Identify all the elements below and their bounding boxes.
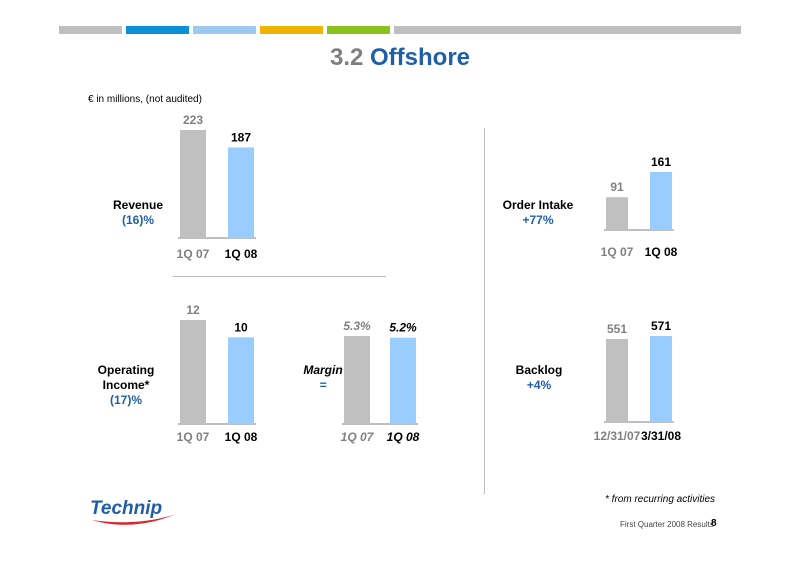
operating-income-change: (17)%	[109, 393, 142, 407]
header-bar-5	[327, 26, 390, 34]
margin-value-label-1: 5.3%	[343, 319, 371, 333]
backlog-bar-2	[650, 336, 672, 422]
title-number: 3.2	[329, 44, 364, 71]
revenue-category-label-1: 1Q 07	[177, 247, 210, 261]
operating-income-label-2: Income*	[102, 378, 150, 392]
operating_income-category-label-2: 1Q 08	[225, 430, 258, 444]
order_intake-bar-1	[606, 197, 628, 230]
operating_income-value-label-1: 12	[186, 303, 200, 317]
header-bar-1	[59, 26, 122, 34]
operating_income-bar-1	[180, 320, 206, 424]
footnote: * from recurring activities	[605, 494, 716, 505]
page-number: 8	[711, 518, 717, 529]
backlog-value-label-1: 551	[607, 322, 627, 336]
order_intake-value-label-1: 91	[610, 180, 624, 194]
margin-category-label-2: 1Q 08	[387, 430, 420, 444]
header-bar-4	[260, 26, 323, 34]
order-intake-label: Order Intake	[502, 198, 574, 212]
margin-chart: 5.3% 1Q 07 5.2% 1Q 08	[341, 319, 420, 444]
order-intake-change: +77%	[522, 213, 554, 227]
header-bar-6	[394, 26, 741, 34]
backlog-value-label-2: 571	[651, 319, 671, 333]
order-intake-label-block: Order Intake +77%	[498, 198, 578, 228]
operating_income-value-label-2: 10	[234, 320, 248, 334]
backlog-chart: 551 12/31/07 571 3/31/08	[594, 319, 682, 443]
backlog-category-label-1: 12/31/07	[594, 429, 641, 443]
operating-income-label-block: Operating Income* (17)%	[88, 363, 164, 408]
title-word: Offshore	[370, 44, 471, 71]
margin-bar-2	[390, 337, 416, 424]
revenue-chart: 223 1Q 07 187 1Q 08	[177, 113, 258, 261]
logo-text: Technip	[90, 498, 162, 519]
backlog-label: Backlog	[515, 363, 563, 377]
operating_income-category-label-1: 1Q 07	[177, 430, 210, 444]
technip-logo: Technip	[90, 498, 176, 525]
revenue-bar-1	[180, 130, 206, 238]
units-note: € in millions, (not audited)	[88, 94, 202, 105]
backlog-change: +4%	[526, 378, 552, 392]
revenue-change: (16)%	[121, 213, 154, 227]
order_intake-value-label-2: 161	[651, 155, 671, 169]
revenue-bar-2	[228, 147, 254, 238]
backlog-category-label-2: 3/31/08	[641, 429, 681, 443]
operating-income-label-1: Operating	[97, 363, 155, 377]
operating-income-chart: 12 1Q 07 10 1Q 08	[177, 303, 258, 444]
page-title: 3.2 Offshore	[0, 44, 800, 72]
margin-label-block: Margin =	[291, 363, 355, 393]
revenue-label: Revenue	[112, 198, 164, 212]
revenue-label-block: Revenue (16)%	[98, 198, 178, 228]
header-bar-3	[193, 26, 256, 34]
revenue-value-label-2: 187	[231, 130, 251, 144]
backlog-bar-1	[606, 339, 628, 422]
operating_income-bar-2	[228, 337, 254, 424]
margin-category-label-1: 1Q 07	[341, 430, 375, 444]
order-intake-chart: 91 1Q 07 161 1Q 08	[601, 155, 678, 259]
margin-bar-1	[344, 336, 370, 424]
header-bar-2	[126, 26, 189, 34]
margin-change: =	[319, 378, 327, 392]
order_intake-bar-2	[650, 172, 672, 230]
revenue-value-label-1: 223	[183, 113, 203, 127]
order_intake-category-label-1: 1Q 07	[601, 245, 634, 259]
margin-value-label-2: 5.2%	[389, 321, 417, 335]
backlog-label-block: Backlog +4%	[504, 363, 574, 393]
horizontal-divider	[173, 276, 386, 277]
footer-text: First Quarter 2008 Results	[620, 520, 714, 529]
order_intake-category-label-2: 1Q 08	[645, 245, 678, 259]
logo-swoosh	[92, 514, 176, 525]
vertical-divider	[484, 128, 485, 494]
margin-label: Margin	[303, 363, 343, 377]
revenue-category-label-2: 1Q 08	[225, 247, 258, 261]
